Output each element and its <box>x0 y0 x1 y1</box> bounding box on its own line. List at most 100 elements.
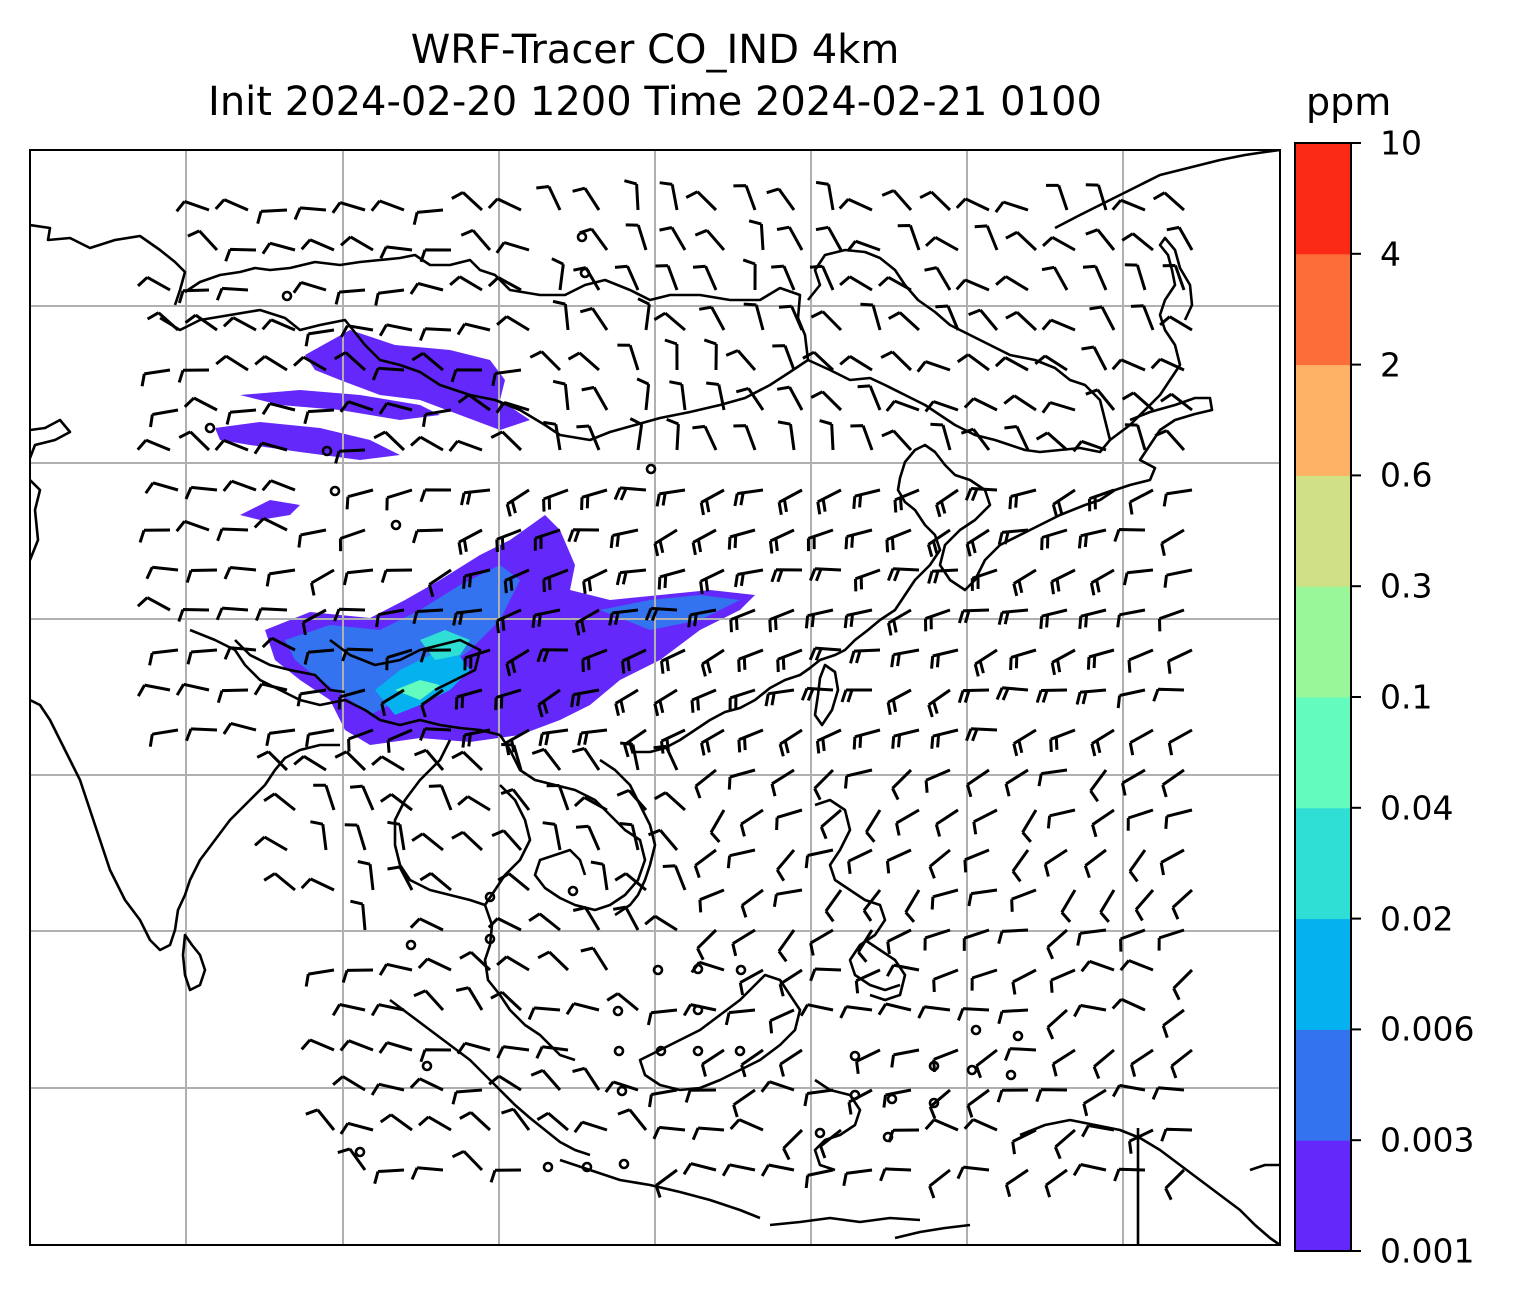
wind-barb <box>891 728 920 749</box>
wind-barb <box>691 528 717 556</box>
wind-barb <box>964 487 998 502</box>
wind-barb <box>419 648 452 663</box>
wind-barb <box>699 568 725 595</box>
wind-barb <box>495 528 522 553</box>
border-north-china <box>159 253 810 442</box>
wind-barb <box>973 648 998 677</box>
wind-barb <box>175 519 210 533</box>
wind-barb <box>608 608 639 626</box>
wind-barb <box>955 278 990 292</box>
wind-barb <box>339 1121 374 1135</box>
wind-barb <box>1085 183 1108 211</box>
wind-barb <box>957 1007 990 1021</box>
wind-barb <box>927 568 959 584</box>
calm-wind-marker <box>655 1045 667 1057</box>
wind-barb <box>537 950 570 972</box>
wind-barb <box>538 728 569 747</box>
wind-barb <box>1081 345 1108 371</box>
wind-barb <box>184 313 218 332</box>
wind-barb <box>777 488 803 516</box>
wind-barb <box>1121 768 1146 796</box>
wind-barb <box>737 648 764 672</box>
wind-barb <box>690 960 725 974</box>
wind-barb <box>1039 608 1068 630</box>
wind-barb <box>1051 488 1076 517</box>
wind-barb <box>296 688 327 707</box>
wind-barb <box>496 1045 530 1059</box>
wind-barb <box>177 288 210 304</box>
chart-title: WRF-Tracer CO_IND 4km Init 2024-02-20 12… <box>30 24 1280 128</box>
wind-barb <box>612 905 640 931</box>
wind-barb <box>536 1111 569 1132</box>
wind-barb <box>885 399 920 412</box>
wind-barb <box>1021 809 1038 843</box>
wind-barb <box>340 324 374 338</box>
wind-barb <box>617 1108 648 1131</box>
colorbar-tick-label: 0.003 <box>1380 1120 1475 1160</box>
wind-barb <box>966 768 990 798</box>
wind-barb <box>216 527 249 542</box>
wind-barb <box>1012 568 1037 597</box>
wind-barb <box>533 528 561 551</box>
wind-barb <box>890 1048 920 1068</box>
wind-barb <box>877 275 912 292</box>
wind-barb <box>490 430 523 452</box>
plume-north-1 <box>305 330 530 430</box>
wind-barb <box>543 420 562 451</box>
wind-barb <box>778 728 803 757</box>
wind-barb <box>185 727 218 742</box>
wind-barb <box>692 264 718 291</box>
coast-south-asia-west <box>30 479 42 561</box>
wind-barb <box>1049 968 1076 993</box>
colorbar-tick-label: 0.6 <box>1380 455 1433 495</box>
wind-barb <box>551 257 565 291</box>
wind-barb <box>136 596 171 612</box>
wind-barb <box>887 567 920 582</box>
wind-barb <box>379 793 413 812</box>
wind-barb <box>411 352 444 372</box>
wind-barb <box>183 396 218 412</box>
wind-barb <box>727 528 756 550</box>
wind-barb <box>333 607 366 622</box>
wind-barb <box>881 189 913 211</box>
wind-barb <box>177 608 210 622</box>
wind-barb <box>860 302 882 331</box>
wind-barb <box>454 688 483 710</box>
colorbar-block <box>1295 1029 1351 1141</box>
wind-barb <box>1003 394 1037 412</box>
wind-barb <box>501 1107 531 1131</box>
wind-barb <box>565 1002 600 1016</box>
wind-barb <box>215 606 249 621</box>
wind-barb <box>175 682 210 696</box>
wind-barb <box>411 832 444 852</box>
wind-barb <box>1128 488 1154 515</box>
wind-barb <box>456 1041 491 1055</box>
coast-sulawesi <box>813 1078 862 1172</box>
wind-barb <box>740 888 764 918</box>
wind-barb <box>660 648 686 674</box>
wind-barb <box>542 821 562 851</box>
calm-wind-marker <box>652 964 664 976</box>
wind-barb <box>1164 1168 1186 1201</box>
colorbar-block <box>1295 364 1351 476</box>
wind-barb <box>770 568 803 583</box>
wind-barb <box>370 199 405 212</box>
border-southeast-asia-2 <box>393 739 576 1062</box>
wind-barb <box>1082 264 1108 291</box>
wind-barb <box>930 888 959 910</box>
wind-barb <box>419 248 452 263</box>
wind-barb <box>891 768 913 801</box>
wind-barb <box>494 688 522 711</box>
colorbar-tick-label: 0.1 <box>1380 677 1433 717</box>
plume-north-3 <box>215 422 400 460</box>
wind-barb <box>968 308 999 331</box>
wind-barb <box>1119 928 1146 952</box>
wind-barb <box>726 848 756 869</box>
wind-barb <box>411 528 444 544</box>
wind-barb <box>536 648 569 663</box>
wind-barb <box>149 408 179 428</box>
calm-wind-marker <box>281 290 293 302</box>
wind-barb <box>700 648 725 677</box>
wind-barb <box>691 1126 725 1141</box>
wind-barb <box>1090 728 1115 757</box>
